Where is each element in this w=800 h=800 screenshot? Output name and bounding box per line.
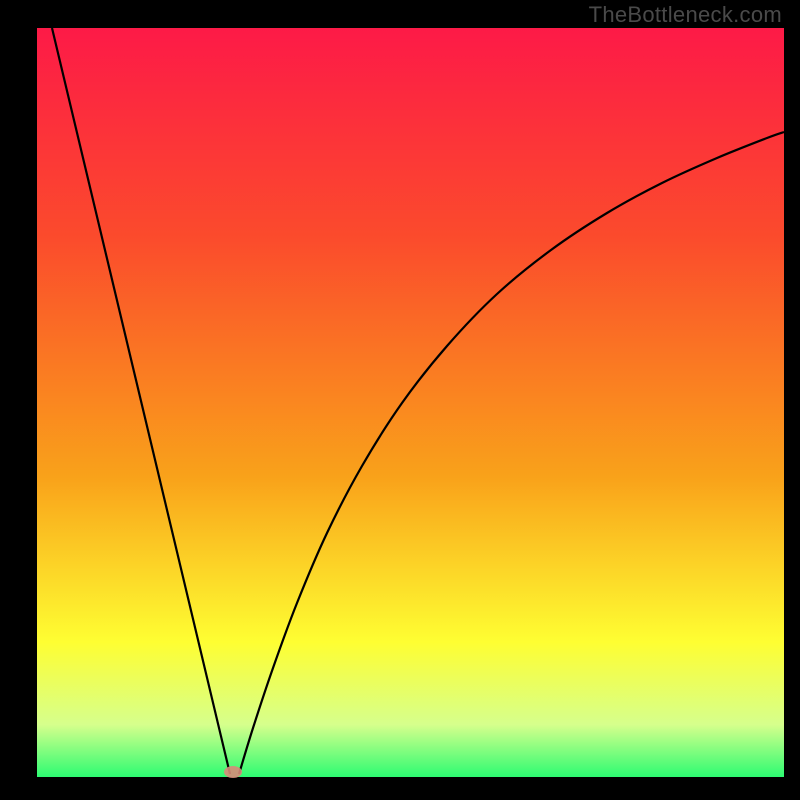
bottleneck-curve [37, 28, 784, 777]
minimum-marker [224, 766, 242, 778]
curve-left-branch [52, 28, 230, 774]
plot-gradient-area [37, 28, 784, 777]
watermark-text: TheBottleneck.com [589, 2, 782, 28]
curve-right-branch [239, 132, 784, 774]
